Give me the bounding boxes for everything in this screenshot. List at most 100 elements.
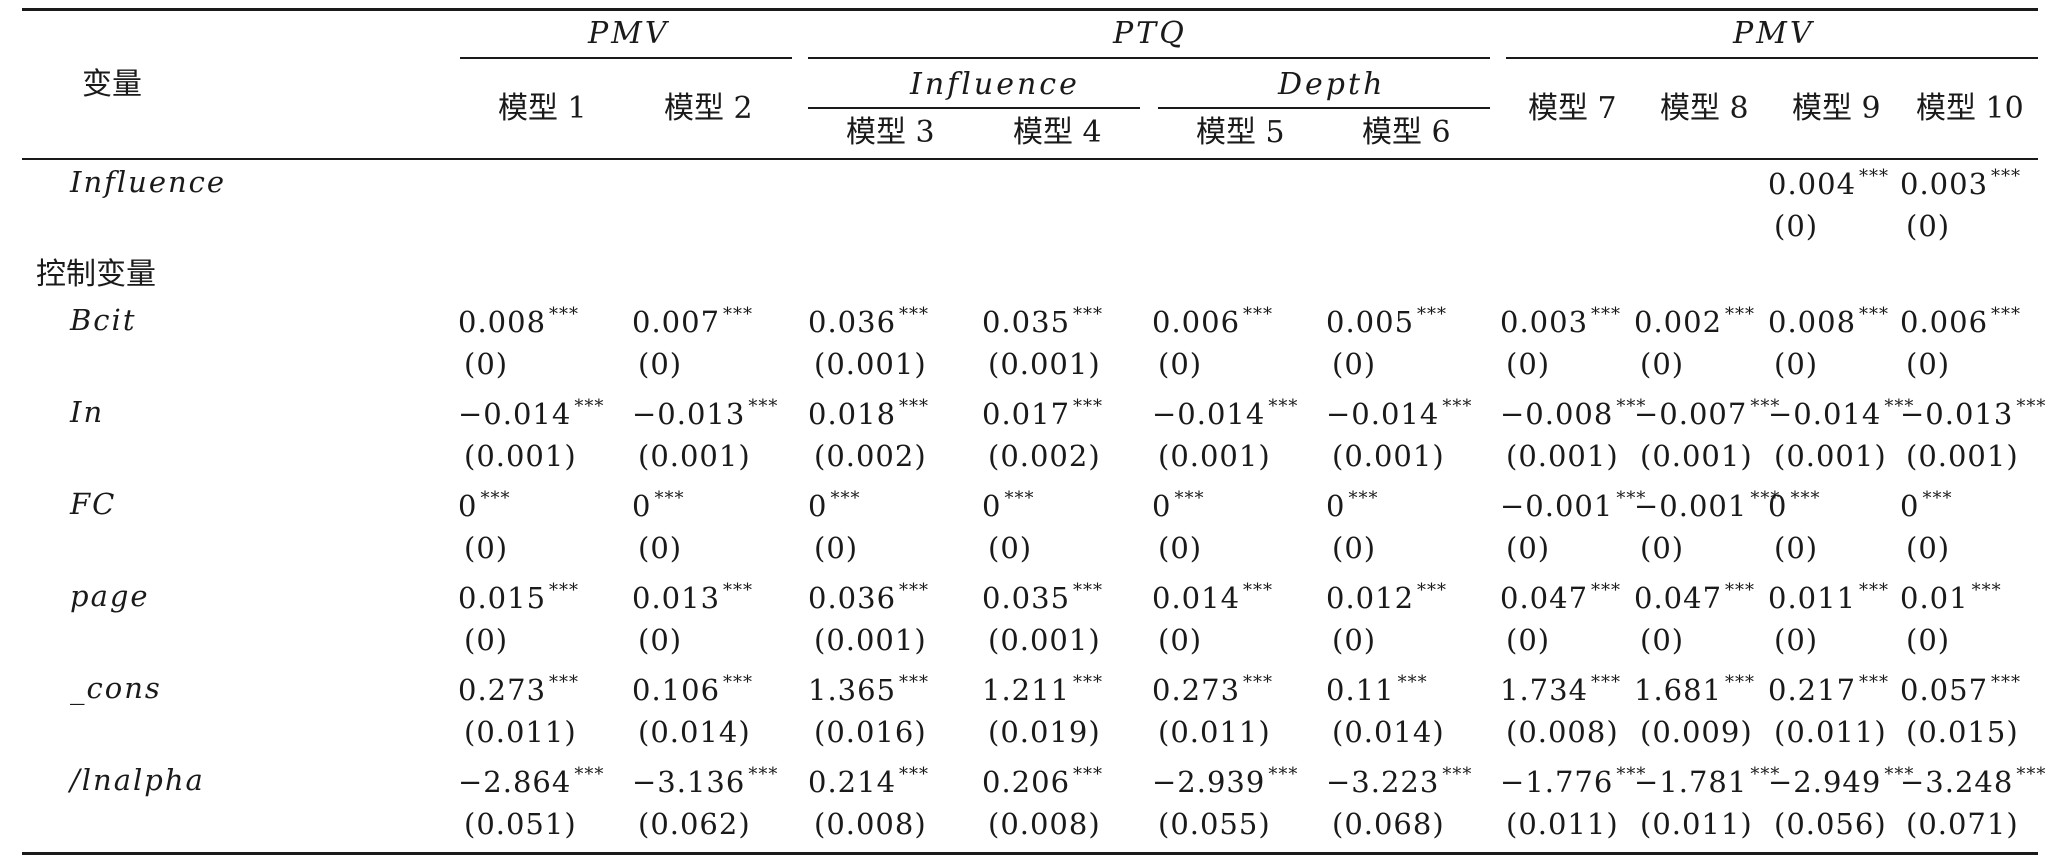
coef-value: −2.939 bbox=[1152, 765, 1266, 799]
coef-value: −0.013 bbox=[1900, 397, 2014, 431]
coef-value: 1.681 bbox=[1634, 673, 1723, 707]
coef-cell: 0 *** bbox=[458, 490, 510, 521]
coef-value: 0 bbox=[1768, 489, 1788, 523]
significance-stars: *** bbox=[1884, 396, 1915, 417]
std-error-cell: (0.008) bbox=[814, 807, 927, 841]
coef-value: −0.001 bbox=[1500, 489, 1614, 523]
coef-cell: −3.223 *** bbox=[1326, 766, 1472, 797]
significance-stars: *** bbox=[1859, 166, 1890, 187]
model-header-5: 模型 5 bbox=[1196, 115, 1285, 150]
std-error-cell: (0.011) bbox=[1774, 715, 1887, 749]
significance-stars: *** bbox=[1073, 396, 1104, 417]
significance-stars: *** bbox=[1073, 672, 1104, 693]
coef-value: 1.365 bbox=[808, 673, 897, 707]
std-error-cell: (0.001) bbox=[1906, 439, 2019, 473]
coef-value: 0 bbox=[1900, 489, 1920, 523]
coef-value: 0.008 bbox=[458, 305, 547, 339]
coef-value: −0.013 bbox=[632, 397, 746, 431]
coef-cell: −0.014 *** bbox=[1152, 398, 1298, 429]
significance-stars: *** bbox=[723, 304, 754, 325]
coef-value: −0.014 bbox=[458, 397, 572, 431]
std-error-cell: (0) bbox=[464, 531, 509, 565]
row-label: /lnalpha bbox=[70, 763, 205, 797]
std-error-cell: (0.008) bbox=[988, 807, 1101, 841]
std-error-cell: (0.001) bbox=[1506, 439, 1619, 473]
coef-value: −2.864 bbox=[458, 765, 572, 799]
coef-cell: 0.014 *** bbox=[1152, 582, 1273, 613]
std-error-cell: (0.001) bbox=[814, 347, 927, 381]
significance-stars: *** bbox=[1750, 764, 1781, 785]
coef-cell: −0.013 *** bbox=[1900, 398, 2046, 429]
pmv-group-rule-left bbox=[460, 57, 792, 59]
coef-value: −1.776 bbox=[1500, 765, 1614, 799]
coef-value: 0.003 bbox=[1500, 305, 1589, 339]
coef-cell: 0 *** bbox=[1768, 490, 1820, 521]
coef-cell: 0.11 *** bbox=[1326, 674, 1428, 705]
coef-value: 0.008 bbox=[1768, 305, 1857, 339]
significance-stars: *** bbox=[1591, 304, 1622, 325]
significance-stars: *** bbox=[1348, 488, 1379, 509]
significance-stars: *** bbox=[2016, 396, 2047, 417]
coef-value: 0.017 bbox=[982, 397, 1071, 431]
row-label: Bcit bbox=[70, 303, 137, 337]
std-error-cell: (0.011) bbox=[1640, 807, 1753, 841]
coef-cell: 0.006 *** bbox=[1152, 306, 1273, 337]
row-label: _cons bbox=[70, 671, 162, 705]
significance-stars: *** bbox=[1859, 304, 1890, 325]
coef-value: 0.273 bbox=[458, 673, 547, 707]
std-error-cell: (0.008) bbox=[1506, 715, 1619, 749]
variable-header: 变量 bbox=[82, 67, 142, 102]
significance-stars: *** bbox=[1243, 304, 1274, 325]
coef-value: 0 bbox=[1326, 489, 1346, 523]
significance-stars: *** bbox=[1991, 166, 2022, 187]
std-error-cell: (0.011) bbox=[1506, 807, 1619, 841]
coef-cell: 0.007 *** bbox=[632, 306, 753, 337]
pmv-group-rule-right bbox=[1506, 57, 2038, 59]
coef-cell: −0.014 *** bbox=[1768, 398, 1914, 429]
coef-value: 0 bbox=[632, 489, 652, 523]
significance-stars: *** bbox=[574, 396, 605, 417]
coef-cell: 0.011 *** bbox=[1768, 582, 1889, 613]
coef-value: −1.781 bbox=[1634, 765, 1748, 799]
significance-stars: *** bbox=[1442, 396, 1473, 417]
std-error-cell: (0) bbox=[638, 531, 683, 565]
coef-cell: 1.681 *** bbox=[1634, 674, 1755, 705]
significance-stars: *** bbox=[549, 304, 580, 325]
significance-stars: *** bbox=[1591, 580, 1622, 601]
coef-cell: 0.003 *** bbox=[1900, 168, 2021, 199]
coef-value: 1.734 bbox=[1500, 673, 1589, 707]
std-error-cell: (0) bbox=[1640, 347, 1685, 381]
coef-cell: 0.008 *** bbox=[1768, 306, 1889, 337]
coef-value: 0.003 bbox=[1900, 167, 1989, 201]
std-error-cell: (0.055) bbox=[1158, 807, 1271, 841]
coef-value: −0.001 bbox=[1634, 489, 1748, 523]
coef-value: 0.047 bbox=[1634, 581, 1723, 615]
std-error-cell: (0.071) bbox=[1906, 807, 2019, 841]
coef-value: 0.217 bbox=[1768, 673, 1857, 707]
std-error-cell: (0) bbox=[638, 623, 683, 657]
std-error-cell: (0.001) bbox=[638, 439, 751, 473]
coef-value: 0.002 bbox=[1634, 305, 1723, 339]
std-error-cell: (0.001) bbox=[464, 439, 577, 473]
depth-subgroup-rule bbox=[1158, 107, 1490, 109]
coef-cell: −2.939 *** bbox=[1152, 766, 1298, 797]
row-label: FC bbox=[70, 487, 117, 521]
coef-value: 0.11 bbox=[1326, 673, 1395, 707]
std-error-cell: (0) bbox=[1906, 347, 1951, 381]
coef-cell: 0 *** bbox=[808, 490, 860, 521]
std-error-cell: (0.014) bbox=[638, 715, 751, 749]
significance-stars: *** bbox=[748, 764, 779, 785]
significance-stars: *** bbox=[899, 764, 930, 785]
significance-stars: *** bbox=[1991, 672, 2022, 693]
std-error-cell: (0.001) bbox=[1332, 439, 1445, 473]
coef-value: 0.004 bbox=[1768, 167, 1857, 201]
coef-cell: 0.002 *** bbox=[1634, 306, 1755, 337]
coef-cell: 1.365 *** bbox=[808, 674, 929, 705]
std-error-cell: (0) bbox=[1906, 531, 1951, 565]
coef-cell: 0.003 *** bbox=[1500, 306, 1621, 337]
coef-value: 0.035 bbox=[982, 581, 1071, 615]
significance-stars: *** bbox=[899, 580, 930, 601]
std-error-cell: (0.001) bbox=[1640, 439, 1753, 473]
significance-stars: *** bbox=[1616, 488, 1647, 509]
coef-value: 0.014 bbox=[1152, 581, 1241, 615]
